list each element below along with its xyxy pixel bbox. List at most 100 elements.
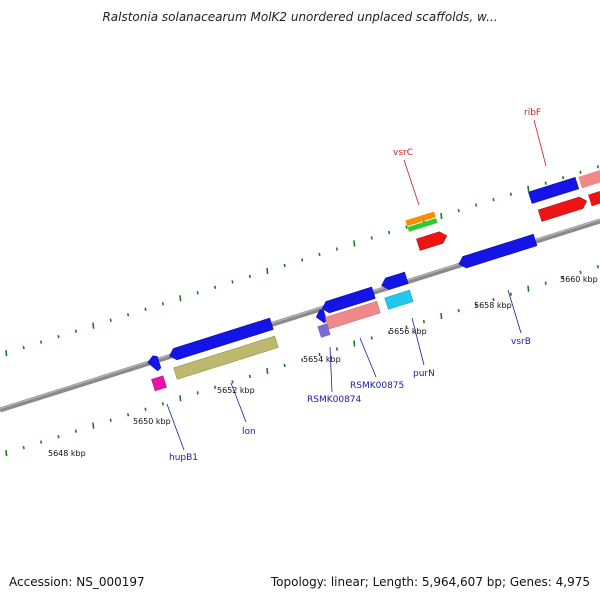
tick-label: 5658 kbp — [474, 301, 512, 310]
scale-tick — [509, 192, 512, 196]
gene-block-pink[interactable] — [578, 167, 600, 189]
topology-text: Topology: linear; Length: 5,964,607 bp; … — [270, 575, 590, 589]
forward-strand-genes — [146, 167, 600, 374]
reverse-strand-genes — [151, 289, 414, 392]
scale-tick — [5, 350, 8, 357]
scale-tick — [596, 165, 599, 169]
scale-tick — [5, 450, 8, 457]
tick-label: 5654 kbp — [303, 355, 341, 364]
gene-arrow-blue[interactable] — [314, 309, 327, 325]
gene-arrow-blue[interactable] — [457, 233, 538, 270]
scale-tick — [144, 407, 147, 411]
scale-tick — [74, 329, 77, 333]
scale-tick — [179, 395, 182, 402]
gene-block-olive[interactable] — [173, 335, 279, 380]
scale-tick — [127, 413, 130, 417]
scale-tick — [457, 208, 460, 213]
scale-tick — [405, 325, 408, 329]
tick-label: 5660 kbp — [560, 275, 598, 284]
scale-tick — [196, 291, 199, 295]
tick-label-group: 5648 kbp 5650 kbp 5652 kbp 5654 kbp 5656… — [48, 275, 598, 458]
gene-label-vsrC[interactable]: vsrC — [393, 148, 413, 158]
gene-label-group: hupB1 lon RSMK00874 RSMK00875 purN vsrB … — [169, 108, 541, 463]
scale-tick — [440, 313, 443, 320]
scale-tick — [579, 270, 582, 274]
gene-label-hupB1[interactable]: hupB1 — [169, 453, 198, 463]
scale-tick — [248, 274, 251, 279]
scale-tick — [196, 391, 199, 395]
accession-text: Accession: NS_000197 — [9, 575, 145, 589]
scale-tick — [161, 302, 164, 306]
scale-tick — [40, 440, 43, 444]
scale-tick — [179, 295, 182, 302]
scale-tick — [22, 445, 25, 450]
gene-block-orange[interactable] — [405, 211, 436, 227]
gene-block-purple[interactable] — [317, 323, 331, 338]
scale-tick — [283, 263, 286, 268]
scale-tick — [562, 276, 565, 280]
scale-tick — [527, 185, 530, 192]
scale-tick — [335, 247, 338, 251]
scale-tick — [405, 225, 408, 229]
gene-arrow-red[interactable] — [416, 230, 448, 251]
tick-label: 5648 kbp — [48, 449, 86, 458]
gene-label-ribF[interactable]: ribF — [524, 108, 541, 118]
gene-label-purN[interactable]: purN — [413, 369, 435, 379]
scale-tick — [596, 265, 599, 269]
gene-label-RSMK00875[interactable]: RSMK00875 — [350, 381, 404, 391]
tick-label: 5652 kbp — [217, 386, 255, 395]
gene-block-magenta[interactable] — [151, 375, 167, 392]
scale-tick — [544, 281, 547, 285]
scale-tick — [57, 335, 60, 339]
scale-tick — [562, 176, 565, 180]
scale-tick — [214, 285, 217, 289]
scale-tick — [301, 258, 304, 262]
upper-tick-row — [5, 165, 599, 357]
tick-label: 5656 kbp — [389, 327, 427, 336]
scale-tick — [266, 367, 269, 374]
scale-tick — [527, 285, 530, 292]
scale-tick — [266, 267, 269, 274]
gene-label-lon[interactable]: lon — [242, 427, 256, 437]
scale-tick — [301, 358, 304, 362]
scale-tick — [57, 435, 60, 439]
scale-tick — [544, 181, 547, 185]
gene-arrow-blue[interactable] — [380, 271, 409, 291]
scale-tick — [440, 213, 443, 220]
scale-tick — [509, 292, 512, 296]
scale-tick — [231, 380, 234, 384]
scale-tick — [214, 385, 217, 389]
scale-tick — [92, 422, 95, 429]
gene-label-vsrB[interactable]: vsrB — [511, 337, 531, 347]
scale-tick — [318, 252, 321, 257]
scale-tick — [161, 402, 164, 406]
map-title: Ralstonia solanacearum MolK2 unordered u… — [102, 10, 498, 24]
gene-arrow-blue[interactable] — [320, 286, 376, 315]
gene-arrow-red[interactable] — [537, 195, 588, 222]
gene-block-red[interactable] — [588, 185, 600, 207]
scale-tick — [475, 303, 478, 307]
tick-label: 5650 kbp — [133, 417, 171, 426]
gene-block-pink[interactable] — [324, 301, 381, 330]
gene-label-RSMK00874[interactable]: RSMK00874 — [307, 395, 362, 405]
scale-tick — [353, 240, 356, 247]
scale-tick — [353, 340, 356, 347]
scale-tick — [475, 203, 478, 207]
gene-arrow-blue[interactable] — [146, 355, 162, 374]
scale-tick — [40, 340, 43, 344]
scale-tick — [74, 429, 77, 433]
scale-tick — [109, 318, 112, 322]
scale-tick — [492, 197, 495, 202]
scale-tick — [457, 308, 460, 313]
lower-tick-row — [5, 265, 599, 457]
gene-arrow-blue[interactable] — [168, 317, 274, 362]
gene-block-green[interactable] — [407, 218, 438, 232]
scale-tick — [127, 313, 130, 317]
gene-arrow-blue[interactable] — [528, 177, 580, 204]
gene-block-cyan[interactable] — [384, 289, 414, 310]
scale-tick — [109, 418, 112, 422]
scale-tick — [318, 352, 321, 357]
scale-tick — [248, 374, 251, 379]
